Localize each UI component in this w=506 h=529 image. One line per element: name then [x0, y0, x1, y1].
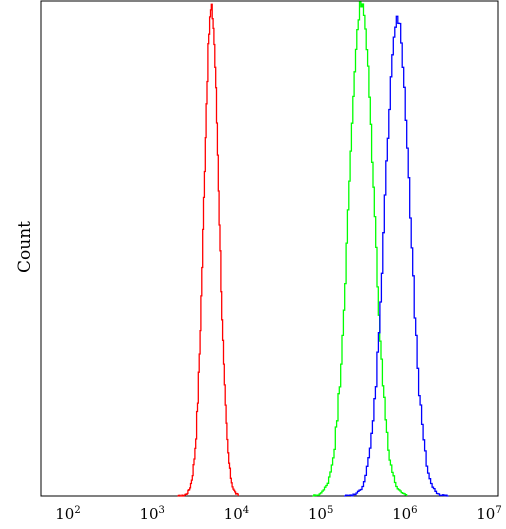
series-line-3 — [344, 15, 449, 497]
x-tick-label: 106 — [392, 505, 417, 523]
plot-frame — [40, 0, 499, 497]
x-axis-ticks: 102 103 104 105 106 107 — [55, 505, 501, 523]
y-axis-label: Count — [15, 221, 35, 273]
x-tick-label: 103 — [139, 505, 164, 523]
x-tick-label: 102 — [55, 505, 80, 523]
x-tick-label: 105 — [308, 505, 333, 523]
series-line-1 — [177, 3, 239, 497]
x-tick-label: 107 — [476, 505, 501, 523]
series-layer — [177, 1, 449, 497]
x-tick-label: 104 — [224, 505, 249, 523]
series-line-2 — [312, 1, 408, 497]
